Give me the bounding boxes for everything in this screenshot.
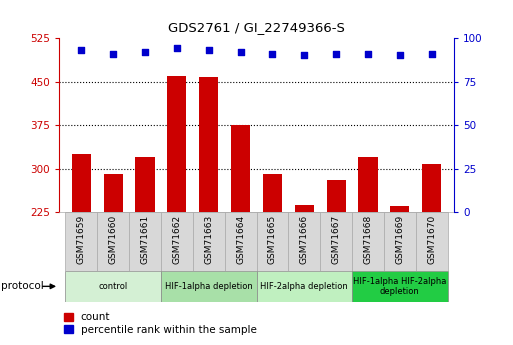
Text: GSM71660: GSM71660 [109, 215, 117, 264]
Bar [256, 212, 288, 271]
Text: GSM71669: GSM71669 [396, 215, 404, 264]
Bar [231, 125, 250, 343]
Text: GSM71661: GSM71661 [141, 215, 149, 264]
Text: GSM71667: GSM71667 [331, 215, 341, 264]
Text: GSM71664: GSM71664 [236, 215, 245, 264]
Text: protocol: protocol [1, 282, 44, 291]
Text: HIF-1alpha depletion: HIF-1alpha depletion [165, 282, 252, 291]
Text: GSM71670: GSM71670 [427, 215, 436, 264]
Bar [65, 271, 161, 302]
Text: GSM71666: GSM71666 [300, 215, 309, 264]
Bar [352, 271, 448, 302]
Text: GSM71662: GSM71662 [172, 215, 182, 264]
Bar [65, 212, 97, 271]
Bar [256, 271, 352, 302]
Bar [352, 212, 384, 271]
Bar [72, 154, 91, 343]
Point [428, 51, 436, 56]
Bar [295, 205, 314, 343]
Point [77, 47, 85, 53]
Title: GDS2761 / GI_22749366-S: GDS2761 / GI_22749366-S [168, 21, 345, 34]
Text: control: control [98, 282, 128, 291]
Point [205, 47, 213, 53]
Point [236, 49, 245, 55]
Bar [193, 212, 225, 271]
Text: GSM71659: GSM71659 [77, 215, 86, 264]
Point [332, 51, 340, 56]
Point [396, 52, 404, 58]
Bar [359, 157, 378, 343]
Bar [320, 212, 352, 271]
Text: HIF-1alpha HIF-2alpha
depletion: HIF-1alpha HIF-2alpha depletion [353, 277, 446, 296]
Point [109, 51, 117, 56]
Bar [199, 77, 218, 343]
Bar [327, 180, 346, 343]
Bar [263, 175, 282, 343]
Point [173, 46, 181, 51]
Bar [161, 271, 256, 302]
Bar [167, 76, 186, 343]
Bar [416, 212, 448, 271]
Text: HIF-2alpha depletion: HIF-2alpha depletion [261, 282, 348, 291]
Bar [104, 175, 123, 343]
Bar [390, 206, 409, 343]
Bar [422, 164, 441, 343]
Text: GSM71663: GSM71663 [204, 215, 213, 264]
Bar [97, 212, 129, 271]
Bar [161, 212, 193, 271]
Text: GSM71668: GSM71668 [364, 215, 372, 264]
Bar [288, 212, 320, 271]
Point [364, 51, 372, 56]
Text: GSM71665: GSM71665 [268, 215, 277, 264]
Point [300, 52, 308, 58]
Legend: count, percentile rank within the sample: count, percentile rank within the sample [64, 312, 256, 335]
Bar [135, 157, 154, 343]
Point [268, 51, 277, 56]
Bar [384, 212, 416, 271]
Bar [129, 212, 161, 271]
Bar [225, 212, 256, 271]
Point [141, 49, 149, 55]
